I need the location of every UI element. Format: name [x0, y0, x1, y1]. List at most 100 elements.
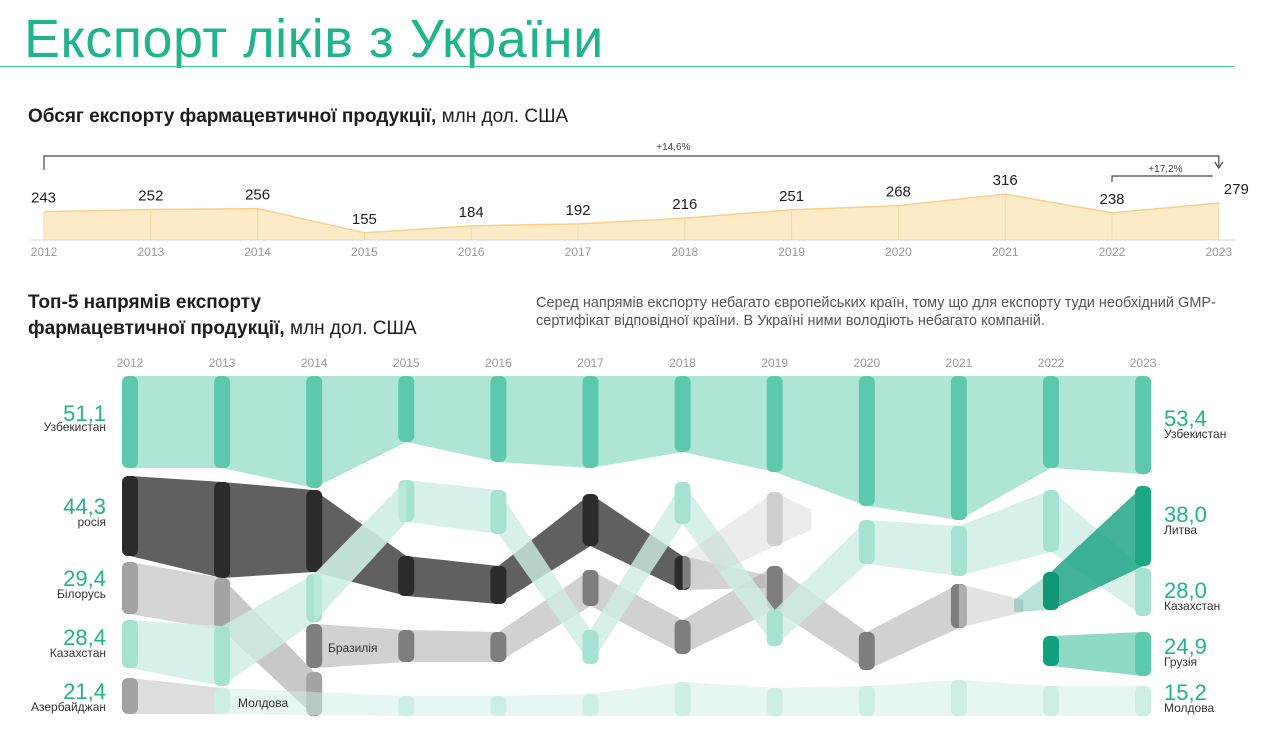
node-kazakhstan	[1043, 490, 1059, 552]
flow-brazil	[498, 570, 591, 662]
flow-cross	[682, 492, 775, 590]
data-label: 279	[1224, 181, 1249, 198]
node-moldova	[766, 688, 783, 716]
growth-label-total: +14,6%	[656, 142, 690, 153]
node-moldova	[490, 696, 507, 716]
flow-russia	[314, 490, 407, 596]
left-value: 51,1	[63, 401, 106, 426]
right-country: Литва	[1164, 523, 1197, 537]
node-belarus	[306, 672, 323, 716]
export-note: Серед напрямів експорту небагато європей…	[536, 295, 1216, 329]
chart1-heading: Обсяг експорту фармацевтичної продукції,…	[28, 106, 568, 128]
node-moldova	[1043, 686, 1059, 716]
flow-russia	[498, 494, 591, 604]
year-label: 2021	[946, 356, 973, 370]
right-country: Узбекистан	[1164, 427, 1226, 441]
growth-label-recent: +17,2%	[1148, 164, 1182, 175]
node-uzbekistan	[674, 376, 691, 452]
flow-azerbaijan	[130, 678, 223, 714]
node-russia	[582, 494, 599, 546]
x-tick-label: 2018	[671, 245, 698, 259]
node-uzbekistan	[858, 376, 875, 506]
x-tick-label: 2015	[351, 245, 378, 259]
flow-uzbekistan	[866, 376, 959, 520]
inline-label-moldova: Молдова	[238, 696, 288, 710]
node-brazil	[674, 620, 691, 654]
flow-uzbekistan	[130, 376, 223, 468]
flow-uzbekistan	[682, 376, 775, 472]
left-value: 29,4	[63, 566, 106, 591]
node-uzbekistan	[950, 376, 967, 520]
left-value: 28,4	[63, 625, 106, 650]
node-kazakhstan	[766, 610, 783, 646]
year-label: 2018	[669, 356, 696, 370]
node-uzbekistan	[122, 376, 138, 468]
flow-moldova	[866, 680, 959, 716]
chart2-heading-line2: фармацевтичної продукції,	[28, 318, 285, 339]
page-title: Експорт ліків з України	[24, 9, 604, 69]
node-georgia	[1043, 636, 1059, 666]
flow-brazil	[590, 570, 683, 654]
flow-kazakhstan	[1051, 490, 1144, 616]
x-tick-label: 2023	[1205, 245, 1232, 259]
flow-uzbekistan	[498, 376, 591, 468]
flow-moldova	[590, 682, 683, 716]
flow-lithuania	[1051, 486, 1144, 610]
node-russia	[490, 566, 507, 604]
flow-kazakhstan-cross	[314, 480, 407, 622]
node-russia	[398, 556, 415, 596]
node-lithuania	[1043, 572, 1059, 610]
right-country: Казахстан	[1164, 599, 1220, 613]
right-country: Грузія	[1164, 655, 1197, 669]
node-uzbekistan	[1135, 376, 1152, 474]
flow-moldova	[682, 682, 775, 716]
data-label: 155	[352, 211, 377, 228]
node-lithuania	[1135, 486, 1152, 566]
flow-uzbekistan	[774, 376, 867, 506]
growth-arrow	[1214, 161, 1224, 170]
flow-uzbekistan	[958, 376, 1051, 520]
chart2-heading: Топ-5 напрямів експорту фармацевтичної п…	[28, 290, 417, 342]
flow-russia-fade	[682, 556, 766, 590]
flow-cross-fade	[774, 492, 812, 546]
growth-bracket-total	[43, 155, 1220, 170]
node-uzbekistan	[1043, 376, 1059, 468]
node-kazakhstan	[1135, 568, 1152, 616]
node-belarus	[214, 578, 231, 630]
node-brazil	[858, 632, 875, 670]
flow-brazil	[314, 624, 407, 668]
flow-kazakhstan	[774, 520, 867, 646]
x-tick-label: 2016	[458, 245, 485, 259]
node-uzbekistan	[582, 376, 599, 468]
growth-bracket-recent	[1111, 175, 1213, 182]
node-kazakhstan	[214, 626, 231, 686]
flow-uzbekistan	[590, 376, 683, 468]
left-country: росія	[77, 515, 106, 529]
flow-moldova	[1051, 686, 1144, 716]
node-belarus	[122, 562, 138, 614]
x-tick-label: 2019	[778, 245, 805, 259]
data-label: 268	[886, 184, 911, 201]
chart1-heading-bold: Обсяг експорту фармацевтичної продукції,	[28, 106, 437, 127]
node-kazakhstan	[306, 574, 323, 622]
flow-kazakhstan	[406, 480, 499, 534]
node-kazakhstan	[858, 520, 875, 564]
data-label: 192	[565, 202, 590, 219]
node-moldova	[582, 694, 599, 716]
node-uzbekistan	[398, 376, 415, 442]
x-tick-label: 2014	[244, 245, 271, 259]
flow-kazakhstan	[590, 482, 683, 664]
flow-moldova	[958, 680, 1051, 716]
data-label: 251	[779, 188, 804, 205]
node-brazil	[582, 570, 599, 606]
flow-moldova	[406, 696, 499, 716]
flow-uzbekistan	[406, 376, 499, 462]
flow-russia	[130, 476, 223, 578]
year-label: 2019	[761, 356, 788, 370]
node-uzbekistan	[306, 376, 323, 488]
year-label: 2020	[853, 356, 880, 370]
data-label: 252	[138, 188, 163, 205]
year-label: 2016	[485, 356, 512, 370]
node-moldova	[214, 688, 231, 714]
data-label: 316	[993, 172, 1018, 189]
